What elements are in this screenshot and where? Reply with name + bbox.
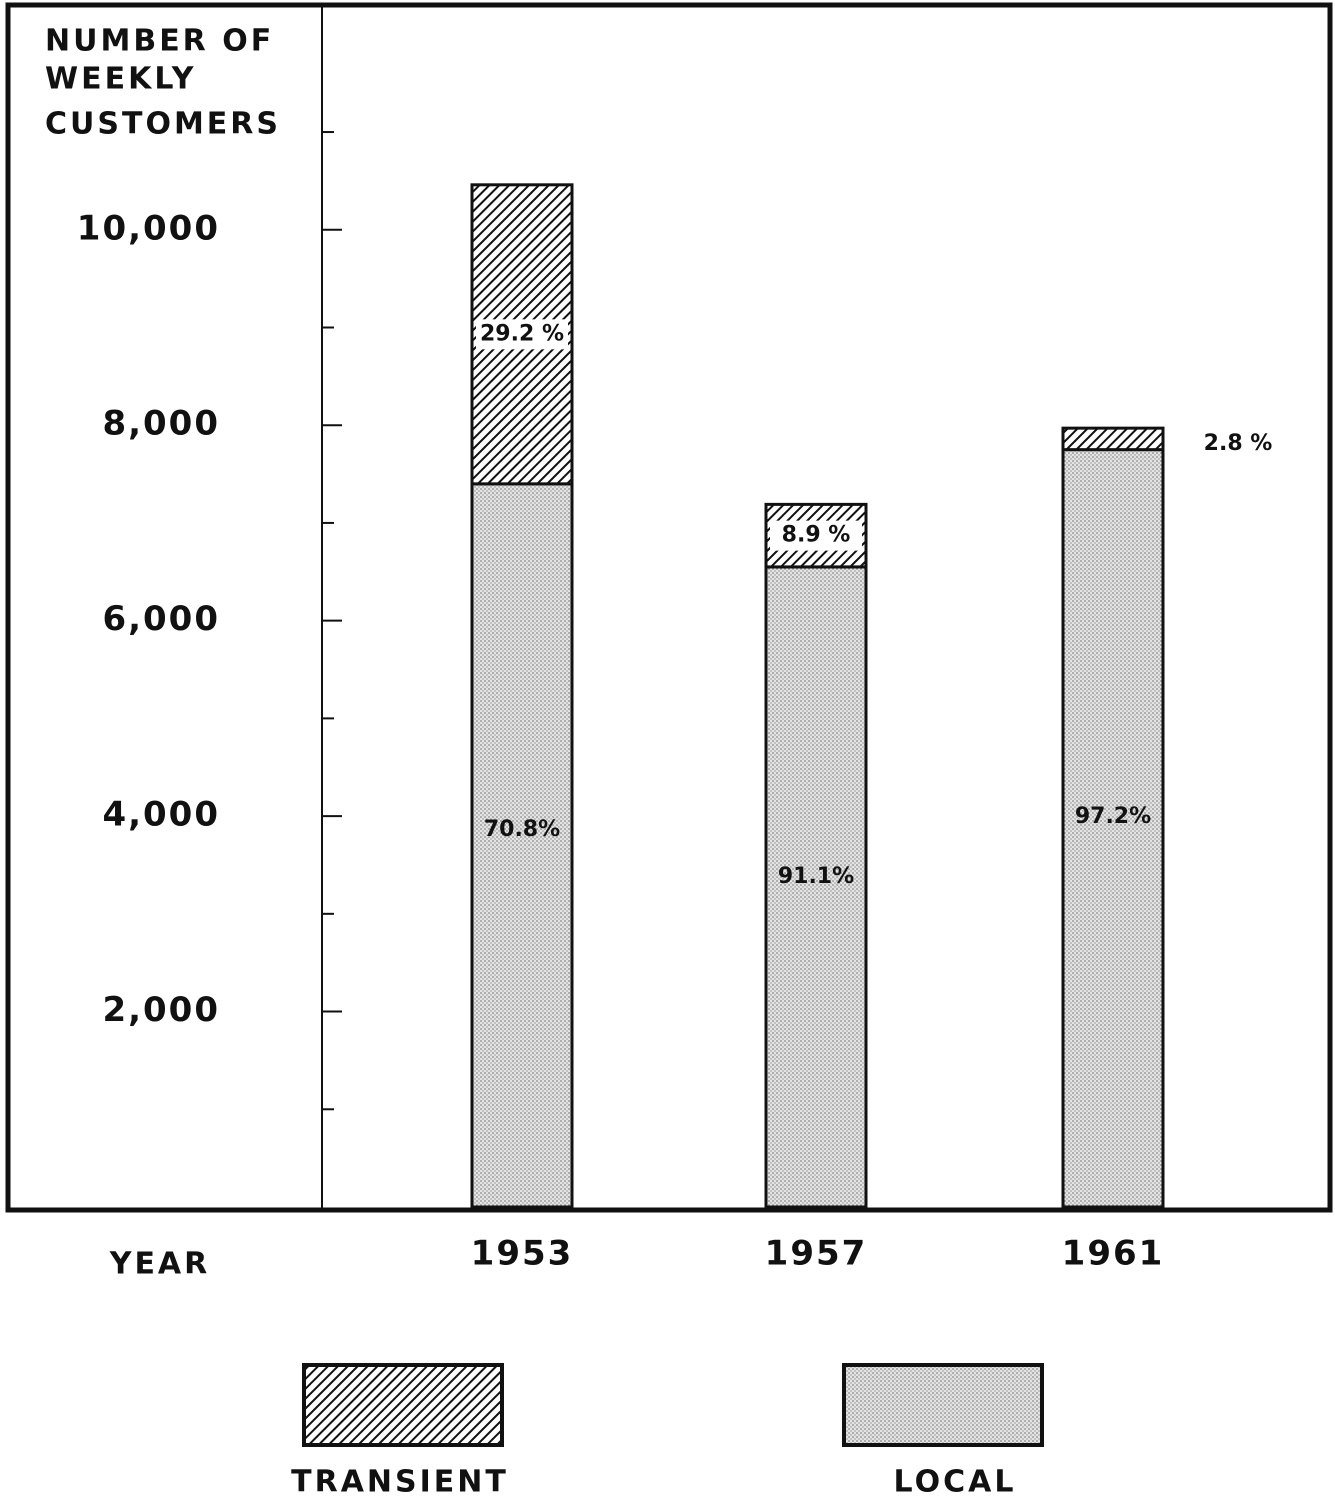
value-label: 2.8 % (1204, 431, 1273, 456)
value-label: 70.8% (484, 817, 560, 842)
value-label-bg (476, 319, 568, 350)
value-label: 97.2% (1075, 804, 1151, 829)
y-tick-label: 8,000 (102, 404, 220, 444)
legend-swatch (302, 1363, 504, 1447)
bar-segment (1061, 448, 1165, 1209)
y-axis-label: NUMBER OF (45, 24, 274, 59)
bar-segment (1061, 426, 1165, 452)
value-label: 91.1% (778, 864, 854, 889)
value-label-bg (770, 520, 862, 551)
y-tick-label: 2,000 (102, 990, 220, 1030)
y-tick-label: 6,000 (102, 599, 220, 639)
value-label: 8.9 % (782, 523, 851, 548)
legend-label: LOCAL (894, 1465, 1017, 1500)
y-axis-label: CUSTOMERS (45, 107, 281, 142)
x-tick-label: 1953 (471, 1234, 574, 1274)
x-tick-label: 1957 (765, 1234, 868, 1274)
y-tick-label: 4,000 (102, 795, 220, 835)
y-tick-label: 10,000 (77, 208, 220, 248)
frame (5, 2, 1333, 1213)
x-axis-label: YEAR (109, 1247, 211, 1282)
legend-swatch (842, 1363, 1044, 1447)
y-axis-label: WEEKLY (45, 62, 197, 97)
legend-label: TRANSIENT (291, 1465, 509, 1500)
bar-segment (470, 482, 574, 1209)
value-label: 29.2 % (480, 321, 564, 346)
x-tick-label: 1961 (1062, 1234, 1165, 1274)
